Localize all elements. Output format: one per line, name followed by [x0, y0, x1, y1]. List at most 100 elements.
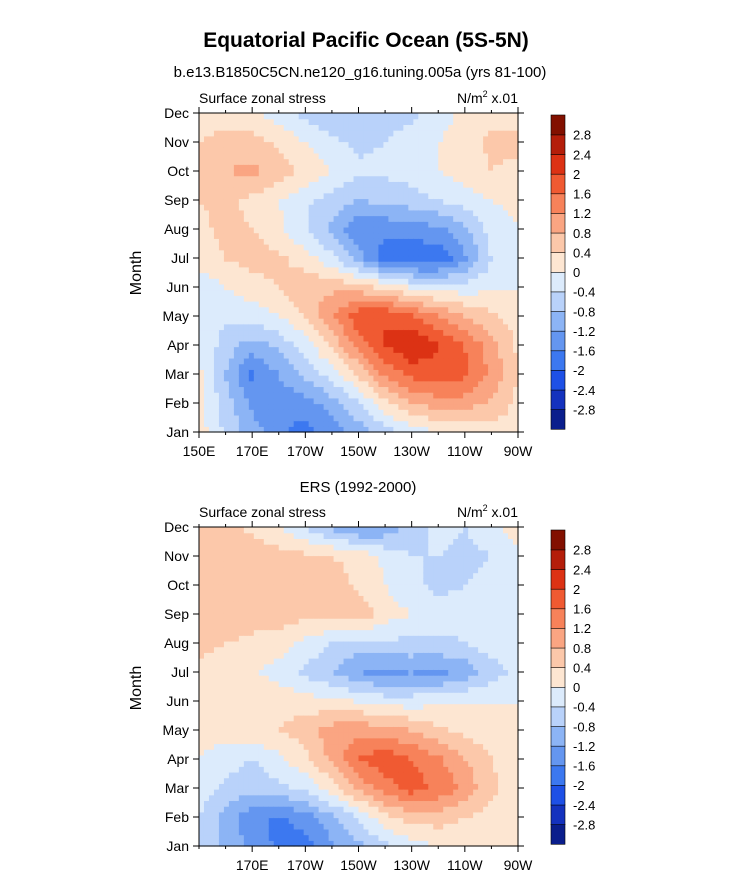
- heatmap-cell: [293, 549, 300, 557]
- heatmap-cell: [213, 409, 220, 416]
- heatmap-cell: [338, 392, 345, 399]
- heatmap-cell: [203, 124, 210, 131]
- heatmap-cell: [308, 152, 315, 160]
- heatmap-cell: [253, 221, 260, 228]
- heatmap-cell: [388, 266, 394, 274]
- heatmap-cell: [283, 363, 290, 370]
- heatmap-cell: [273, 618, 280, 625]
- heatmap-cell: [513, 329, 519, 336]
- heatmap-cell: [478, 312, 484, 319]
- heatmap-cell: [203, 232, 210, 239]
- heatmap-cell: [288, 737, 295, 745]
- heatmap-cell: [233, 346, 240, 353]
- heatmap-cell: [263, 135, 270, 143]
- heatmap-cell: [398, 118, 404, 125]
- heatmap-cell: [258, 578, 265, 585]
- heatmap-cell: [223, 158, 230, 165]
- heatmap-cell: [363, 209, 370, 217]
- heatmap-cell: [508, 289, 514, 296]
- heatmap-cell: [318, 141, 325, 148]
- heatmap-cell: [283, 686, 290, 693]
- heatmap-cell: [493, 306, 499, 313]
- heatmap-cell: [503, 192, 509, 200]
- heatmap-cell: [258, 164, 265, 171]
- heatmap-cell: [503, 124, 509, 131]
- heatmap-cell: [363, 158, 370, 165]
- heatmap-cell: [243, 192, 250, 200]
- heatmap-cell: [328, 426, 335, 433]
- units-label: N/m2 x.01: [457, 503, 518, 520]
- heatmap-cell: [233, 426, 240, 433]
- heatmap-cell: [473, 124, 479, 131]
- heatmap-cell: [248, 118, 255, 125]
- heatmap-cell: [213, 578, 220, 585]
- heatmap-cell: [288, 771, 295, 779]
- heatmap-cell: [268, 329, 275, 336]
- heatmap-cell: [428, 244, 434, 251]
- heatmap-cell: [199, 255, 205, 262]
- heatmap-cell: [208, 232, 215, 239]
- heatmap-cell: [273, 380, 280, 388]
- heatmap-cell: [383, 397, 389, 405]
- heatmap-cell: [233, 397, 240, 405]
- heatmap-cell: [208, 323, 215, 331]
- heatmap-cell: [303, 300, 310, 308]
- heatmap-cell: [308, 669, 315, 676]
- heatmap-cell: [508, 209, 514, 217]
- heatmap-cell: [433, 306, 439, 313]
- heatmap-cell: [298, 346, 305, 353]
- heatmap-cell: [223, 380, 230, 388]
- heatmap-cell: [218, 709, 225, 716]
- heatmap-cell: [258, 426, 265, 433]
- heatmap-cell: [253, 380, 260, 388]
- heatmap-cell: [258, 232, 265, 239]
- heatmap-cell: [199, 158, 205, 165]
- heatmap-cell: [203, 635, 210, 642]
- heatmap-cell: [388, 392, 394, 399]
- heatmap-cell: [418, 175, 424, 182]
- heatmap-cell: [513, 261, 519, 268]
- heatmap-cell: [288, 226, 295, 234]
- heatmap-cell: [258, 680, 265, 688]
- y-tick-label: Oct: [167, 163, 189, 179]
- heatmap-cell: [513, 380, 519, 388]
- heatmap-cell: [393, 130, 399, 137]
- heatmap-cell: [453, 329, 459, 336]
- heatmap-cell: [368, 426, 375, 433]
- heatmap-cell: [438, 272, 444, 279]
- heatmap-cell: [238, 386, 245, 393]
- heatmap-cell: [253, 261, 260, 268]
- heatmap-cell: [278, 714, 285, 722]
- heatmap-cell: [383, 175, 389, 182]
- heatmap-cell: [338, 363, 345, 370]
- heatmap-cell: [293, 703, 300, 710]
- heatmap-cell: [403, 249, 409, 257]
- heatmap-cell: [503, 335, 509, 342]
- heatmap-cell: [313, 312, 320, 319]
- heatmap-cell: [238, 714, 245, 722]
- heatmap-cell: [413, 164, 419, 171]
- heatmap-cell: [278, 572, 285, 579]
- heatmap-cell: [343, 130, 350, 137]
- heatmap-cell: [373, 135, 380, 143]
- heatmap-cell: [443, 187, 449, 194]
- heatmap-cell: [403, 169, 409, 177]
- heatmap-cell: [383, 113, 389, 120]
- heatmap-cell: [263, 737, 270, 745]
- heatmap-cell: [428, 363, 434, 370]
- heatmap-cell: [473, 323, 479, 331]
- heatmap-cell: [303, 340, 310, 348]
- heatmap-cell: [248, 175, 255, 182]
- heatmap-cell: [273, 532, 280, 539]
- heatmap-cell: [238, 226, 245, 234]
- heatmap-cell: [253, 732, 260, 739]
- heatmap-cell: [203, 329, 210, 336]
- heatmap-cell: [238, 840, 245, 847]
- heatmap-cell: [248, 840, 255, 847]
- heatmap-cell: [263, 589, 270, 596]
- heatmap-cell: [338, 414, 345, 422]
- heatmap-cell: [443, 152, 449, 160]
- heatmap-cell: [253, 169, 260, 177]
- heatmap-cell: [218, 130, 225, 137]
- heatmap-cell: [438, 386, 444, 393]
